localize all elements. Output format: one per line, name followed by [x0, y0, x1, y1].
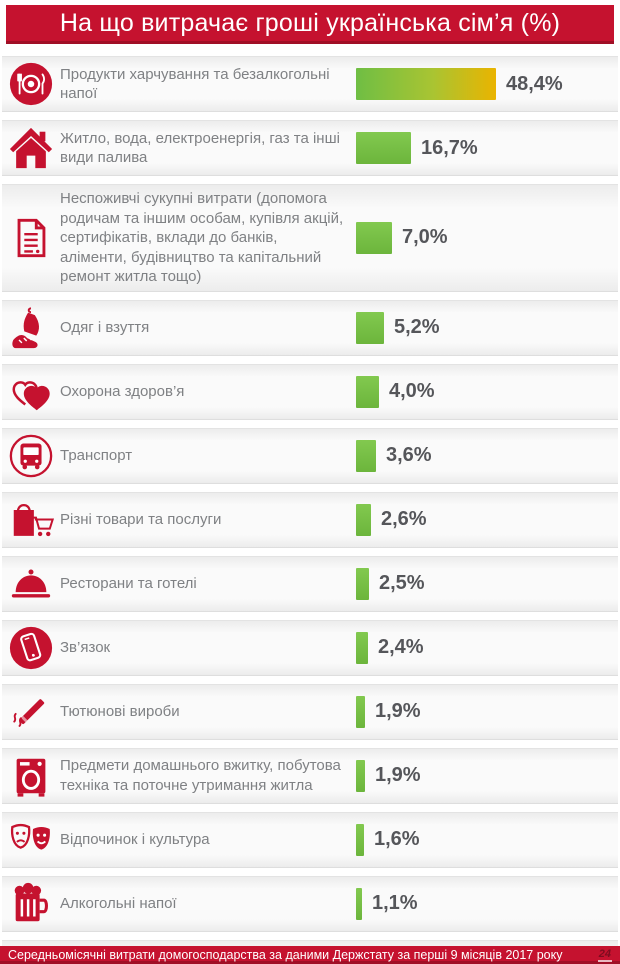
category-label: Предмети домашнього вжитку, побутова тех… — [60, 757, 341, 794]
clothing-shoe-icon — [2, 305, 60, 351]
category-row-4: Одяг і взуття 5,2% — [2, 299, 618, 356]
value-label: 2,5% — [379, 572, 425, 594]
document-icon — [2, 215, 60, 261]
bar-zone: 2,6% — [356, 503, 618, 536]
shopping-bag-cart-icon — [2, 497, 60, 543]
value-bar — [356, 132, 411, 164]
plate-cutlery-icon — [2, 61, 60, 107]
category-row-11: Предмети домашнього вжитку, побутова тех… — [2, 747, 618, 804]
beer-mug-icon — [2, 881, 60, 927]
value-label: 2,4% — [378, 636, 424, 658]
category-label: Неспоживчі сукупні витрати (допомога род… — [60, 190, 344, 285]
source-text: Середньомісячні витрати домогосподарства… — [8, 948, 563, 962]
category-row-6: Транспорт 3,6% — [2, 427, 618, 484]
value-bar — [356, 439, 376, 472]
value-label: 1,9% — [375, 700, 421, 722]
category-row-9: Зв’язок 2,4% — [2, 619, 618, 676]
category-row-5: Охорона здоров’я 4,0% — [2, 363, 618, 420]
title-banner: На що витрачає гроші українська сім’я (%… — [6, 5, 614, 44]
bar-zone: 7,0% — [356, 221, 618, 254]
category-row-10: Тютюнові вироби 1,9% — [2, 683, 618, 740]
value-bar — [356, 823, 364, 856]
value-label: 1,6% — [374, 828, 420, 850]
value-label: 48,4% — [506, 72, 563, 95]
value-bar — [356, 567, 369, 600]
value-bar — [356, 68, 496, 100]
category-row-7: Різні товари та послуги 2,6% — [2, 491, 618, 548]
bus-icon — [2, 433, 60, 479]
value-bar — [356, 695, 365, 728]
bar-zone: 16,7% — [356, 132, 618, 164]
value-bar — [356, 759, 365, 792]
value-label: 1,9% — [375, 764, 421, 786]
category-label: Транспорт — [60, 446, 133, 464]
channel-24-logo: 24 — [597, 947, 612, 962]
bar-zone: 3,6% — [356, 439, 618, 472]
value-label: 1,1% — [372, 892, 418, 914]
value-label: 16,7% — [421, 136, 478, 159]
value-bar — [356, 887, 362, 920]
bar-zone: 2,5% — [356, 567, 618, 600]
value-label: 3,6% — [386, 444, 432, 466]
bar-zone: 5,2% — [356, 311, 618, 344]
cigarette-icon — [2, 689, 60, 735]
bar-zone: 48,4% — [356, 68, 618, 100]
category-row-13: Алкогольні напої 1,1% — [2, 875, 618, 932]
house-icon — [2, 125, 60, 171]
value-label: 2,6% — [381, 508, 427, 530]
category-row-8: Ресторани та готелі 2,5% — [2, 555, 618, 612]
smartphone-icon — [2, 625, 60, 671]
source-strip: Середньомісячні витрати домогосподарства… — [0, 946, 620, 964]
category-label: Зв’язок — [60, 638, 111, 656]
category-row-1: Продукти харчування та безалкогольні нап… — [2, 56, 618, 112]
bar-zone: 4,0% — [356, 375, 618, 408]
category-label: Відпочинок і культура — [60, 830, 210, 848]
washing-machine-icon — [2, 753, 60, 799]
hearts-icon — [2, 369, 60, 415]
category-label: Одяг і взуття — [60, 318, 150, 336]
category-label: Різні товари та послуги — [60, 510, 222, 528]
category-label: Продукти харчування та безалкогольні нап… — [60, 65, 330, 103]
bar-zone: 2,4% — [356, 631, 618, 664]
value-bar — [356, 221, 392, 254]
value-label: 7,0% — [402, 226, 448, 249]
value-label: 4,0% — [389, 380, 435, 402]
category-label: Тютюнові вироби — [60, 702, 180, 720]
category-label: Житло, вода, електроенергія, газ та інші… — [60, 129, 340, 167]
page-title: На що витрачає гроші українська сім’я (%… — [59, 8, 561, 37]
theater-masks-icon — [2, 817, 60, 863]
value-bar — [356, 311, 384, 344]
category-label: Ресторани та готелі — [60, 574, 197, 592]
value-bar — [356, 503, 371, 536]
value-bar — [356, 375, 379, 408]
category-row-3: Неспоживчі сукупні витрати (допомога род… — [2, 184, 618, 292]
value-label: 5,2% — [394, 316, 440, 338]
bar-zone: 1,6% — [356, 823, 618, 856]
bar-zone: 1,1% — [356, 887, 618, 920]
bar-zone: 1,9% — [356, 759, 618, 792]
bar-zone: 1,9% — [356, 695, 618, 728]
category-list: Продукти харчування та безалкогольні нап… — [2, 56, 618, 964]
category-row-2: Житло, вода, електроенергія, газ та інші… — [2, 120, 618, 176]
cloche-icon — [2, 561, 60, 607]
category-row-12: Відпочинок і культура 1,6% — [2, 811, 618, 868]
category-label: Алкогольні напої — [60, 894, 177, 912]
value-bar — [356, 631, 368, 664]
category-label: Охорона здоров’я — [60, 382, 185, 400]
